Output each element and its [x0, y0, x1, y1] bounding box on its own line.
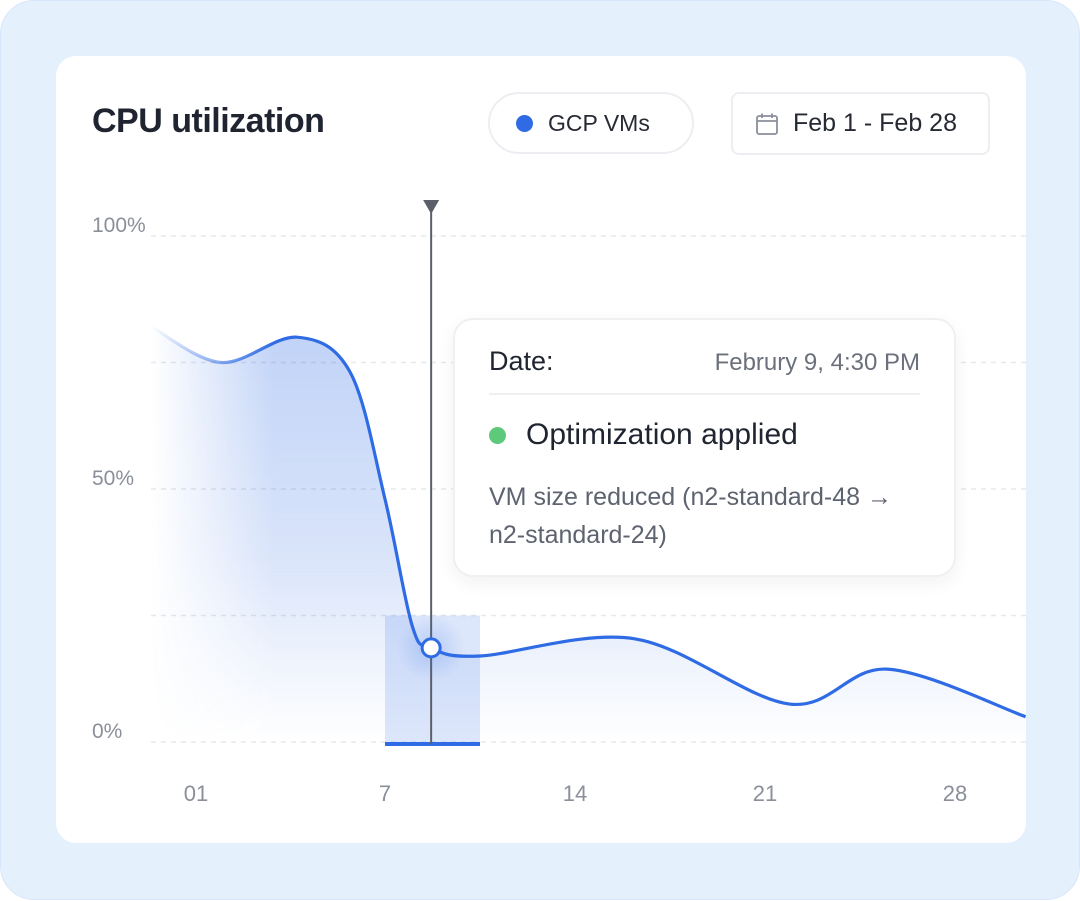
data-marker — [420, 637, 442, 659]
y-tick-label: 100% — [92, 214, 146, 237]
tooltip-date-label: Date: — [489, 346, 554, 376]
y-tick-label: 50% — [92, 467, 135, 490]
tooltip-date-value: Februry 9, 4:30 PM — [714, 349, 920, 376]
series-color-dot — [516, 114, 533, 132]
x-tick-label: 14 — [562, 781, 588, 806]
crosshair-handle-icon — [423, 200, 440, 214]
x-tick-label: 7 — [378, 781, 392, 806]
x-tick-label: 21 — [752, 781, 778, 806]
tooltip-status-text: Optimization applied — [526, 418, 798, 451]
calendar-icon — [756, 113, 778, 135]
x-tick-label: 01 — [183, 781, 209, 806]
date-range-button[interactable]: Feb 1 - Feb 28 — [731, 92, 990, 155]
tooltip-status: Optimization applied — [489, 418, 798, 452]
status-dot-icon — [489, 426, 506, 444]
series-filter-button[interactable]: GCP VMs — [488, 92, 694, 154]
chart-tooltip: Date: Februry 9, 4:30 PM Optimization ap… — [453, 318, 956, 577]
chart-title: CPU utilization — [92, 102, 325, 140]
date-range-label: Feb 1 - Feb 28 — [793, 109, 957, 137]
tooltip-description: VM size reduced (n2-standard-48 → n2-sta… — [489, 483, 892, 549]
tooltip-header: Date: Februry 9, 4:30 PM — [489, 346, 920, 395]
x-tick-label: 28 — [942, 781, 968, 806]
area-fill — [151, 327, 1026, 742]
series-filter-label: GCP VMs — [548, 109, 650, 136]
y-tick-label: 0% — [92, 720, 123, 743]
